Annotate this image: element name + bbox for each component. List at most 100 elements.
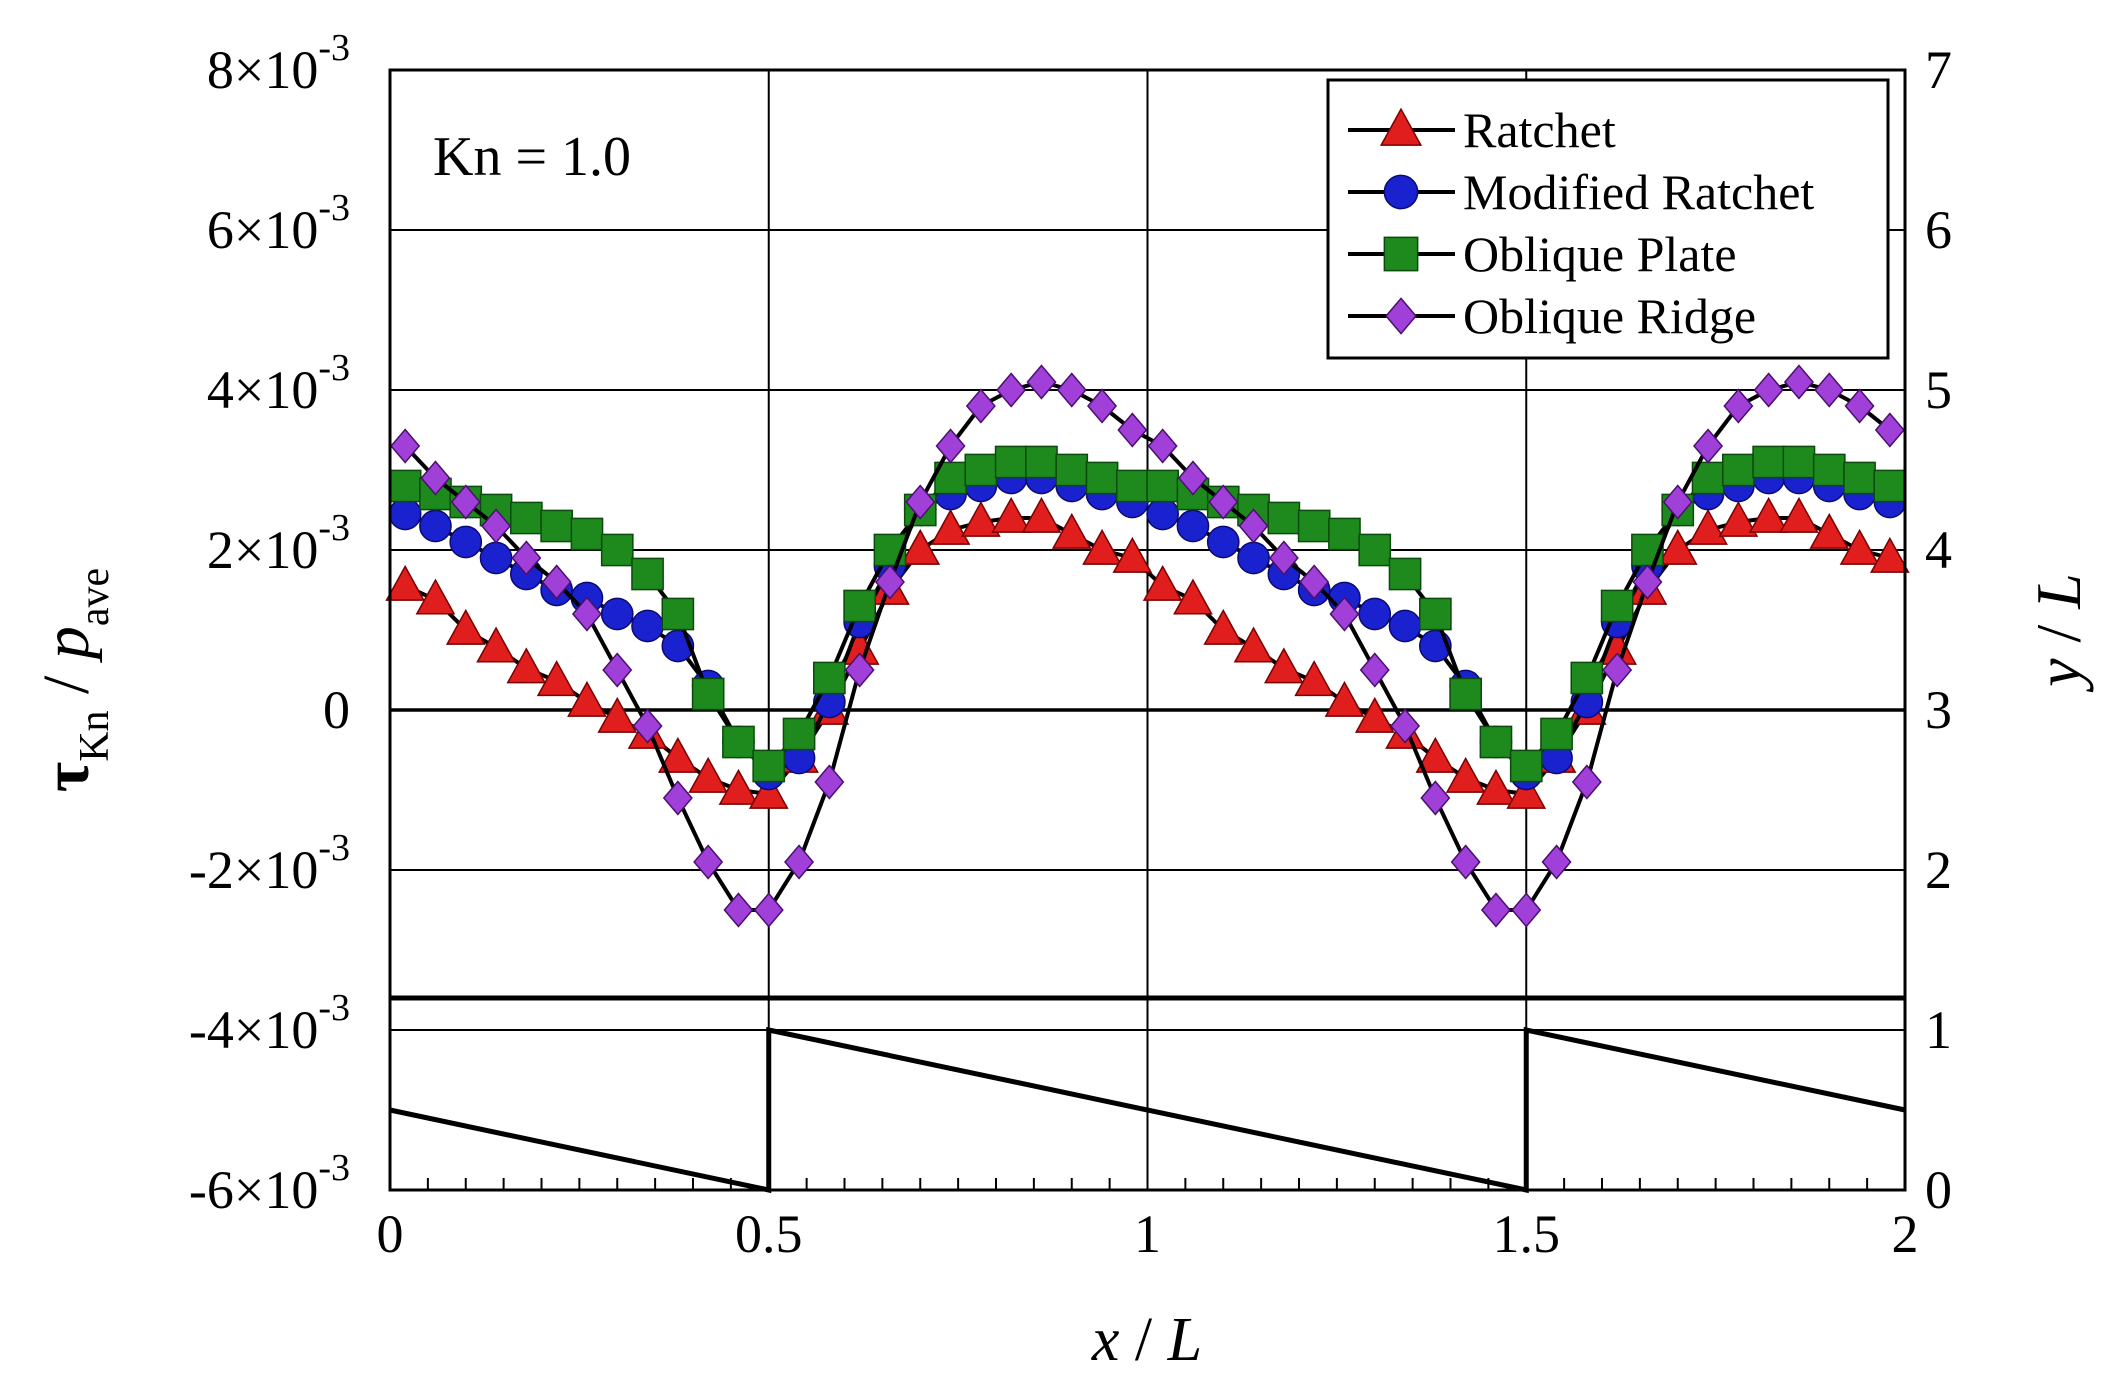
data-point-diamond xyxy=(1420,780,1451,816)
data-point-triangle xyxy=(415,578,456,615)
data-point-triangle xyxy=(1112,536,1153,573)
data-point-diamond xyxy=(420,460,451,496)
data-point-triangle xyxy=(1869,536,1910,573)
series-group xyxy=(385,364,1910,928)
data-point-circle xyxy=(1388,609,1422,643)
data-point-triangle xyxy=(1324,680,1365,717)
data-point-diamond xyxy=(965,388,996,424)
data-point-diamond xyxy=(996,372,1027,408)
data-point-triangle xyxy=(900,528,941,565)
data-point-diamond xyxy=(1480,892,1511,928)
x-tick-label-1: 0.5 xyxy=(735,1204,803,1264)
data-point-diamond xyxy=(1087,388,1118,424)
data-point-diamond xyxy=(1147,428,1178,464)
data-point-square xyxy=(1812,453,1846,487)
data-point-square xyxy=(388,469,422,503)
data-point-triangle xyxy=(1263,647,1304,684)
data-point-square xyxy=(1025,445,1058,479)
series-oblique-ridge xyxy=(390,364,1905,928)
data-point-square xyxy=(631,557,664,591)
legend-entry-oblique-plate: Oblique Plate xyxy=(1348,226,1737,282)
y-left-tick-label-7: -6×10-3 xyxy=(189,1147,350,1220)
data-point-square xyxy=(540,509,573,543)
data-point-triangle xyxy=(1718,500,1759,537)
data-point-diamond xyxy=(1117,412,1148,448)
data-point-triangle xyxy=(1809,512,1850,549)
data-point-diamond xyxy=(935,428,966,464)
data-point-square xyxy=(1388,557,1422,591)
data-point-diamond xyxy=(511,540,542,576)
data-point-triangle xyxy=(1839,528,1880,565)
data-point-triangle xyxy=(597,696,638,733)
data-point-circle xyxy=(1237,541,1270,575)
data-point-triangle xyxy=(445,608,486,645)
data-point-diamond xyxy=(1844,388,1875,424)
data-point-diamond xyxy=(1753,372,1784,408)
y-left-tick-label-2: 4×10-3 xyxy=(207,347,350,420)
data-point-diamond xyxy=(1238,508,1269,544)
data-point-diamond xyxy=(1329,596,1360,632)
data-point-square xyxy=(1328,517,1361,551)
data-point-diamond xyxy=(662,780,693,816)
data-point-square xyxy=(813,661,846,695)
x-tick-label-2: 1 xyxy=(1134,1204,1161,1264)
y-right-tick-label-6: 1 xyxy=(1925,1000,1952,1060)
data-point-triangle xyxy=(1354,696,1395,733)
data-point-circle xyxy=(1358,597,1392,631)
data-point-square xyxy=(1600,589,1634,623)
data-point-triangle xyxy=(930,508,971,545)
data-point-square xyxy=(722,725,755,759)
data-point-diamond xyxy=(723,892,754,928)
data-point-triangle xyxy=(718,768,759,805)
data-point-square xyxy=(1358,533,1392,567)
data-point-diamond xyxy=(1177,460,1208,496)
data-point-diamond xyxy=(1056,372,1087,408)
series-ratchet xyxy=(385,496,1910,809)
y-left-tick-label-3: 2×10-3 xyxy=(207,507,350,580)
data-point-circle xyxy=(388,497,422,531)
data-point-square xyxy=(1449,677,1483,711)
data-point-square xyxy=(1419,597,1452,631)
data-point-diamond xyxy=(541,564,572,600)
data-point-circle xyxy=(1206,525,1240,559)
data-point-triangle xyxy=(476,626,516,663)
y-right-tick-label-4: 3 xyxy=(1925,680,1952,740)
data-point-triangle xyxy=(1233,626,1274,663)
data-point-circle xyxy=(600,597,634,631)
data-point-square xyxy=(1479,725,1513,759)
data-point-square xyxy=(1540,717,1573,751)
data-point-square xyxy=(1570,661,1604,695)
data-point-diamond xyxy=(1783,364,1814,400)
data-point-square xyxy=(600,533,634,567)
data-point-triangle xyxy=(1082,528,1122,565)
y-right-tick-label-0: 7 xyxy=(1925,40,1952,100)
legend-marker-triangle xyxy=(1379,107,1423,146)
data-point-square xyxy=(661,597,695,631)
data-point-square xyxy=(843,589,876,623)
wall-profile xyxy=(389,995,1906,1194)
data-point-diamond xyxy=(814,764,845,800)
data-point-triangle xyxy=(688,756,729,793)
data-point-square xyxy=(1843,461,1876,495)
data-point-circle xyxy=(1146,497,1180,531)
data-point-triangle xyxy=(1779,496,1819,533)
legend-entry-oblique-ridge: Oblique Ridge xyxy=(1348,288,1756,344)
y-right-tick-label-3: 4 xyxy=(1925,520,1952,580)
data-point-diamond xyxy=(1571,764,1602,800)
data-point-square xyxy=(1146,469,1180,503)
data-point-triangle xyxy=(1021,496,1062,533)
data-point-diamond xyxy=(1390,708,1421,744)
data-point-diamond xyxy=(1814,372,1845,408)
data-point-square xyxy=(782,717,816,751)
y-right-tick-label-7: 0 xyxy=(1925,1160,1952,1220)
data-point-square xyxy=(1055,453,1089,487)
series-line-3 xyxy=(403,380,1892,912)
data-point-triangle xyxy=(1051,512,1092,549)
data-point-square xyxy=(1782,445,1816,479)
data-point-triangle xyxy=(1294,660,1335,697)
data-point-diamond xyxy=(1299,564,1330,600)
y-left-tick-label-6: -4×10-3 xyxy=(189,987,350,1060)
legend-label: Oblique Ridge xyxy=(1463,288,1756,344)
data-point-triangle xyxy=(748,772,789,809)
legend-marker-square xyxy=(1383,236,1419,272)
